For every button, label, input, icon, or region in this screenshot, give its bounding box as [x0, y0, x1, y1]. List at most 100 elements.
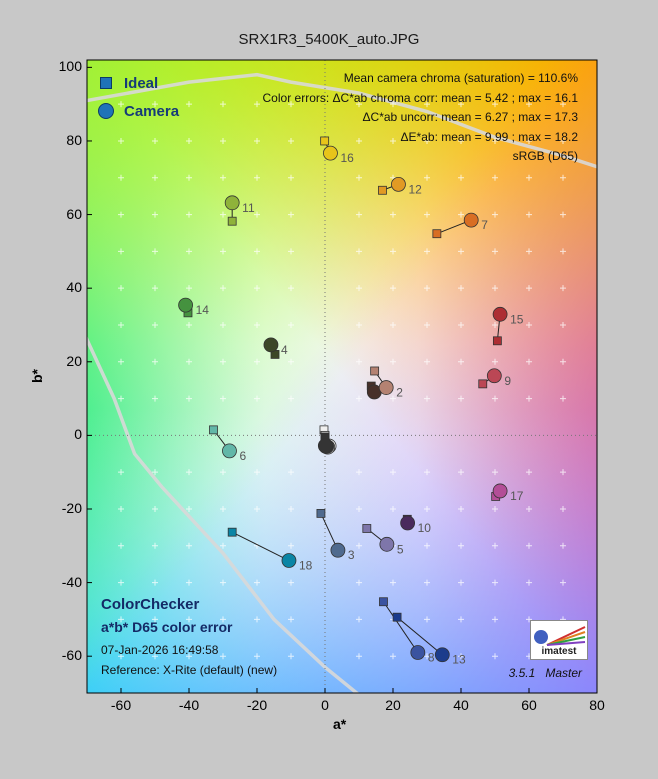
grid-cross: [458, 616, 464, 623]
grid-cross: [560, 358, 566, 365]
grid-cross: [186, 469, 192, 476]
grid-cross: [458, 285, 464, 292]
camera-point-12: [391, 176, 406, 192]
grid-cross: [526, 469, 532, 476]
grid-cross: [220, 211, 226, 218]
grid-cross: [492, 358, 498, 365]
x-tick-label: 0: [321, 697, 329, 713]
zero-axes: [87, 60, 597, 693]
grid-cross: [118, 505, 124, 512]
grid-cross: [186, 321, 192, 328]
grid-cross: [186, 101, 192, 108]
grid-cross: [492, 211, 498, 218]
grid-cross: [254, 395, 260, 402]
grid-cross: [118, 321, 124, 328]
grid-cross: [356, 285, 362, 292]
grid-cross: [424, 653, 430, 660]
grid-cross: [492, 542, 498, 549]
grid-cross: [458, 101, 464, 108]
grid-cross: [390, 211, 396, 218]
grid-cross: [356, 211, 362, 218]
ideal-point-15: [492, 336, 502, 346]
grid-cross: [254, 248, 260, 255]
grid-cross: [356, 542, 362, 549]
grid-cross: [186, 285, 192, 292]
chart-name: ColorChecker: [101, 596, 200, 613]
grid-cross: [254, 469, 260, 476]
camera-point-3: [330, 542, 346, 558]
grid-cross: [560, 579, 566, 586]
grid-cross: [458, 137, 464, 144]
grid-cross: [356, 358, 362, 365]
grid-cross: [458, 653, 464, 660]
patch-label-5: 5: [397, 542, 404, 556]
grid: [118, 101, 566, 660]
grid-cross: [356, 137, 362, 144]
grid-cross: [492, 101, 498, 108]
grid-cross: [390, 469, 396, 476]
grid-cross: [560, 174, 566, 181]
grid-cross: [220, 358, 226, 365]
version-text: 3.5.1 Master: [508, 666, 582, 680]
grid-cross: [186, 616, 192, 623]
grid-cross: [186, 174, 192, 181]
grid-cross: [118, 285, 124, 292]
grid-cross: [526, 395, 532, 402]
x-tick-label: -60: [110, 697, 132, 713]
grid-cross: [118, 542, 124, 549]
grid-cross: [254, 137, 260, 144]
color-gamut-background: [87, 60, 597, 693]
grid-cross: [288, 358, 294, 365]
logo-text: imatest: [541, 646, 577, 657]
grid-cross: [424, 469, 430, 476]
grid-cross: [560, 101, 566, 108]
patch-label-17: 17: [510, 489, 524, 503]
grid-cross: [458, 174, 464, 181]
patch-label-3: 3: [348, 548, 355, 562]
grid-cross: [526, 248, 532, 255]
grid-cross: [152, 505, 158, 512]
grid-cross: [220, 505, 226, 512]
grid-cross: [118, 174, 124, 181]
x-tick-label: 60: [521, 697, 537, 713]
grid-cross: [424, 321, 430, 328]
grid-cross: [288, 542, 294, 549]
grid-cross: [220, 285, 226, 292]
grid-cross: [186, 211, 192, 218]
grid-cross: [220, 248, 226, 255]
grid-cross: [152, 653, 158, 660]
grid-cross: [560, 321, 566, 328]
camera-point-4: [263, 337, 279, 353]
camera-point-8: [410, 645, 426, 660]
grid-cross: [152, 211, 158, 218]
grid-cross: [186, 505, 192, 512]
camera-point-7: [463, 212, 479, 228]
grid-cross: [492, 248, 498, 255]
srgb-gamut-boundary: [87, 72, 597, 693]
grid-cross: [390, 358, 396, 365]
y-tick-label: 40: [66, 279, 82, 296]
grid-cross: [390, 248, 396, 255]
grid-cross: [424, 579, 430, 586]
grid-cross: [424, 505, 430, 512]
ideal-point-6: [209, 425, 218, 435]
grid-cross: [356, 101, 362, 108]
chart-info: ColorChecker a*b* D65 color error 07-Jan…: [101, 594, 277, 680]
y-tick-label: 100: [58, 58, 82, 75]
colorspace-text: sRGB (D65): [512, 149, 578, 163]
grid-cross: [526, 505, 532, 512]
y-tick-label: -20: [61, 499, 82, 516]
grid-cross: [288, 653, 294, 660]
patch-label-6: 6: [239, 449, 246, 463]
ideal-point-16: [320, 136, 330, 146]
grid-cross: [254, 101, 260, 108]
error-line-13: [396, 616, 443, 656]
grid-cross: [118, 395, 124, 402]
grid-cross: [186, 653, 192, 660]
grid-cross: [526, 358, 532, 365]
grid-cross: [288, 579, 294, 586]
grid-cross: [424, 358, 430, 365]
grid-cross: [560, 248, 566, 255]
grid-cross: [220, 469, 226, 476]
grid-cross: [254, 211, 260, 218]
